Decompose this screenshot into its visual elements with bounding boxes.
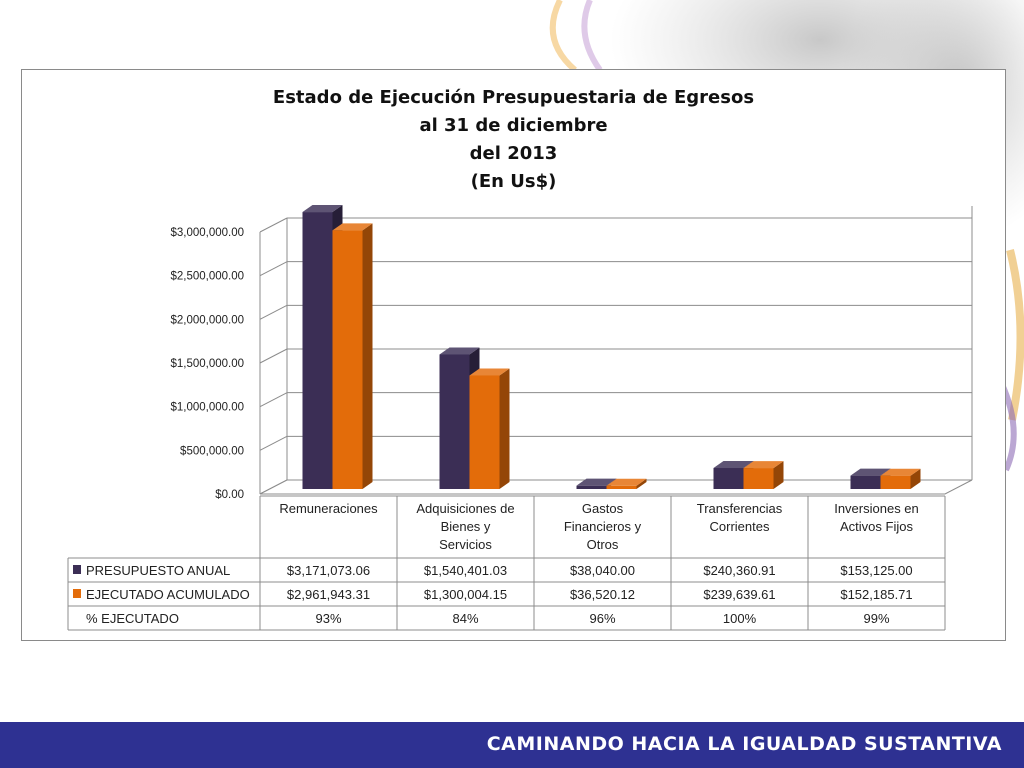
- bar: [606, 485, 637, 489]
- y-tick-label: $3,000,000.00: [170, 227, 244, 239]
- legend-swatch: [73, 565, 81, 574]
- bar-top: [302, 205, 343, 213]
- x-tick-label: Remuneraciones: [279, 501, 378, 516]
- table-row-label: PRESUPUESTO ANUAL: [86, 563, 230, 578]
- bar: [713, 468, 744, 489]
- y-tick-label: $2,000,000.00: [170, 314, 244, 326]
- data-table-cell: 84%: [452, 611, 478, 626]
- data-table-cell: $36,520.12: [570, 587, 635, 602]
- bar: [439, 354, 470, 489]
- x-tick-label: Adquisiciones de: [416, 501, 514, 516]
- x-tick-label: Otros: [587, 537, 619, 552]
- x-tick-label: Bienes y: [441, 519, 491, 534]
- x-tick-label: Corrientes: [710, 519, 770, 534]
- data-table-cell: 93%: [315, 611, 341, 626]
- bar: [302, 212, 333, 489]
- bar-top: [713, 461, 754, 469]
- bar-side: [910, 468, 921, 489]
- bar-side: [362, 223, 373, 490]
- bar-side: [499, 368, 510, 489]
- y-tick-label: $2,500,000.00: [170, 271, 244, 283]
- x-tick-label: Transferencias: [697, 501, 783, 516]
- gridline-side: [259, 217, 288, 233]
- data-table-cell: $3,171,073.06: [287, 563, 370, 578]
- chart-title-line: al 31 de diciembre: [419, 115, 608, 136]
- data-table-cell: $239,639.61: [703, 587, 775, 602]
- data-table-cell: 96%: [589, 611, 615, 626]
- chart-title: Estado de Ejecución Presupuestaria de Eg…: [22, 84, 1005, 196]
- data-table-cell: $1,300,004.15: [424, 587, 507, 602]
- footer-band: CAMINANDO HACIA LA IGUALDAD SUSTANTIVA: [0, 722, 1024, 768]
- bar-side: [636, 478, 647, 489]
- gridline-side: [259, 348, 288, 364]
- bar-top: [606, 478, 647, 486]
- bar-top: [850, 468, 891, 476]
- gridline-side: [259, 435, 288, 451]
- footer-slogan: CAMINANDO HACIA LA IGUALDAD SUSTANTIVA: [486, 733, 1002, 755]
- bar: [850, 475, 881, 489]
- y-tick-label: $500,000.00: [180, 445, 244, 457]
- bar-chart: $0.00 $500,000.00 $1,000,000.00 $1,500,000.…: [67, 205, 973, 631]
- bar: [880, 475, 911, 489]
- x-tick-label: Inversiones en: [834, 501, 919, 516]
- chart-frame: Estado de Ejecución Presupuestaria de Eg…: [21, 69, 1006, 641]
- bar-top: [743, 461, 784, 469]
- y-tick-label: $1,000,000.00: [170, 402, 244, 414]
- bar-side: [773, 461, 784, 489]
- data-table-cell: $2,961,943.31: [287, 587, 370, 602]
- bar-top: [439, 347, 480, 355]
- bar: [469, 375, 500, 489]
- bar-top: [469, 368, 510, 376]
- data-table-cell: $38,040.00: [570, 563, 635, 578]
- data-table-cell: $240,360.91: [703, 563, 775, 578]
- table-row-label: % EJECUTADO: [86, 611, 179, 626]
- bar: [576, 485, 607, 489]
- gridline-side: [259, 304, 288, 320]
- data-table-cell: 99%: [863, 611, 889, 626]
- chart-title-line: (En Us$): [470, 171, 557, 192]
- table-row-label: EJECUTADO ACUMULADO: [86, 587, 250, 602]
- data-table-cell: 100%: [723, 611, 757, 626]
- data-table-cell: $152,185.71: [840, 587, 912, 602]
- x-tick-label: Gastos: [582, 501, 624, 516]
- x-tick-label: Servicios: [439, 537, 492, 552]
- chart-title-line: del 2013: [469, 143, 558, 164]
- bar: [743, 468, 774, 489]
- y-tick-label: $1,500,000.00: [170, 358, 244, 370]
- gridline-side: [259, 261, 288, 277]
- x-tick-label: Activos Fijos: [840, 519, 913, 534]
- legend-swatch: [73, 589, 81, 598]
- bar-top: [332, 223, 373, 231]
- gridline-side: [259, 392, 288, 408]
- bar-top: [880, 468, 921, 476]
- x-tick-label: Financieros y: [564, 519, 642, 534]
- data-table-cell: $1,540,401.03: [424, 563, 507, 578]
- chart-title-line: Estado de Ejecución Presupuestaria de Eg…: [272, 87, 755, 108]
- bar: [332, 230, 363, 490]
- data-table-cell: $153,125.00: [840, 563, 912, 578]
- bar-top: [576, 478, 617, 486]
- y-tick-label: $0.00: [215, 489, 244, 501]
